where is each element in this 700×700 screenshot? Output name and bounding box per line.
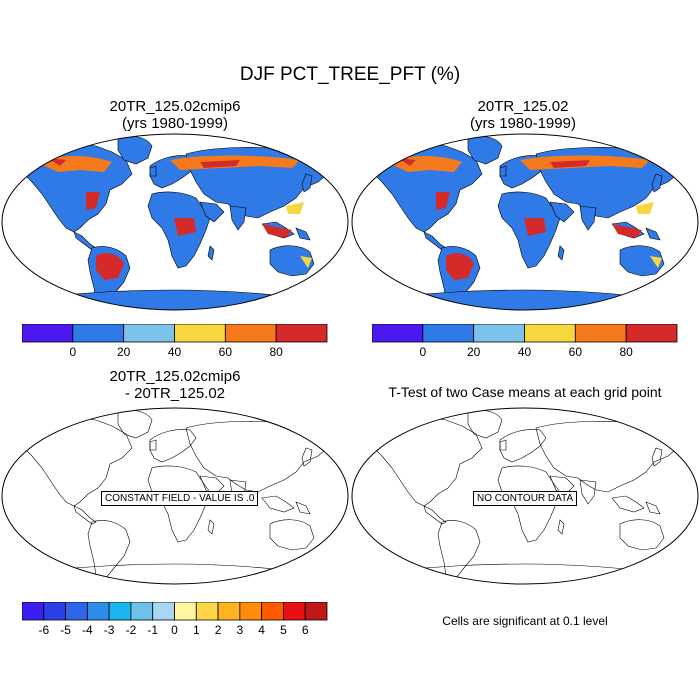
forest-hotspots <box>36 155 312 280</box>
top-right-colorbar: 0 20 40 60 80 <box>372 324 678 359</box>
colorbar-tick-label: 60 <box>219 345 233 359</box>
colorbar-tick-label: 0 <box>69 345 76 359</box>
top-right-title-line2: (yrs 1980-1999) <box>470 115 576 132</box>
colorbar-tick-label: 6 <box>302 623 309 637</box>
colorbar-tick-label: 0 <box>171 623 178 637</box>
colorbar-tick-label: 20 <box>117 345 131 359</box>
colorbar-swatch <box>574 324 627 343</box>
colorbar-swatch <box>174 324 226 343</box>
colorbar-tick-label: 1 <box>193 623 200 637</box>
colorbar-swatch <box>283 602 306 621</box>
top-left-title-line2: (yrs 1980-1999) <box>122 115 228 132</box>
colorbar-tick-label: -3 <box>104 623 115 637</box>
colorbar-swatch <box>195 602 219 621</box>
significance-note: Cells are significant at 0.1 level <box>442 614 608 628</box>
bottom-left-title-line1: 20TR_125.02cmip6 <box>109 368 241 385</box>
forest-hotspots <box>386 155 662 280</box>
colorbar-tick-label: -4 <box>82 623 93 637</box>
colorbar-tick-label: 80 <box>269 345 283 359</box>
colorbar-swatch <box>372 324 424 343</box>
colorbar-swatch <box>473 324 525 343</box>
colorbar-swatch <box>72 324 125 343</box>
colorbar-swatch <box>86 602 110 621</box>
bottom-right-map <box>351 407 699 585</box>
colorbar-tick-label: 40 <box>168 345 182 359</box>
bottom-right-panel-title: T-Test of two Case means at each grid po… <box>388 384 662 400</box>
colorbar-tick-label: -1 <box>147 623 158 637</box>
colorbar-swatch <box>22 324 74 343</box>
difference-colorbar: -6 -5 -4 -3 -2 -1 0 1 2 3 4 5 6 <box>22 602 328 637</box>
colorbar-swatch <box>304 602 328 621</box>
no-contour-label: NO CONTOUR DATA <box>473 491 578 506</box>
figure-title: DJF PCT_TREE_PFT (%) <box>239 64 461 85</box>
bottom-left-title-line2: - 20TR_125.02 <box>124 385 226 402</box>
top-left-colorbar: 0 20 40 60 80 <box>22 324 328 359</box>
colorbar-tick-label: 20 <box>467 345 481 359</box>
colorbar-tick-label: 3 <box>237 623 244 637</box>
colorbar-tick-label: 2 <box>215 623 222 637</box>
colorbar-swatch <box>108 602 132 621</box>
colorbar-swatch <box>239 602 263 621</box>
colorbar-tick-label: 4 <box>258 623 265 637</box>
top-right-panel-title: 20TR_125.02 (yrs 1980-1999) <box>373 98 673 132</box>
colorbar-tick-label: -5 <box>60 623 71 637</box>
top-right-title-line1: 20TR_125.02 <box>477 98 569 115</box>
top-left-title-line1: 20TR_125.02cmip6 <box>109 98 241 115</box>
colorbar-tick-label: 80 <box>619 345 633 359</box>
top-right-map <box>351 133 699 311</box>
colorbar-tick-label: 0 <box>419 345 426 359</box>
colorbar-swatch <box>65 602 88 621</box>
bottom-left-panel-title: 20TR_125.02cmip6 - 20TR_125.02 <box>25 368 325 402</box>
colorbar-swatch <box>261 602 284 621</box>
colorbar-swatch <box>130 602 154 621</box>
colorbar-swatch <box>625 324 678 343</box>
colorbar-swatch <box>43 602 66 621</box>
colorbar-swatch <box>422 324 475 343</box>
colorbar-swatch <box>22 602 45 621</box>
colorbar-tick-label: 60 <box>569 345 583 359</box>
colorbar-tick-label: 5 <box>280 623 287 637</box>
top-left-panel-title: 20TR_125.02cmip6 (yrs 1980-1999) <box>25 98 325 132</box>
colorbar-swatch <box>275 324 328 343</box>
colorbar-swatch <box>217 602 241 621</box>
constant-field-label: CONSTANT FIELD - VALUE IS .0 <box>101 491 259 506</box>
colorbar-swatch <box>123 324 175 343</box>
bottom-left-map <box>1 407 349 585</box>
colorbar-tick-label: -2 <box>126 623 137 637</box>
colorbar-swatch <box>152 602 175 621</box>
colorbar-swatch <box>174 602 197 621</box>
top-left-map <box>1 133 349 311</box>
colorbar-swatch <box>524 324 576 343</box>
colorbar-tick-label: -6 <box>38 623 49 637</box>
colorbar-swatch <box>224 324 277 343</box>
colorbar-tick-label: 40 <box>518 345 532 359</box>
